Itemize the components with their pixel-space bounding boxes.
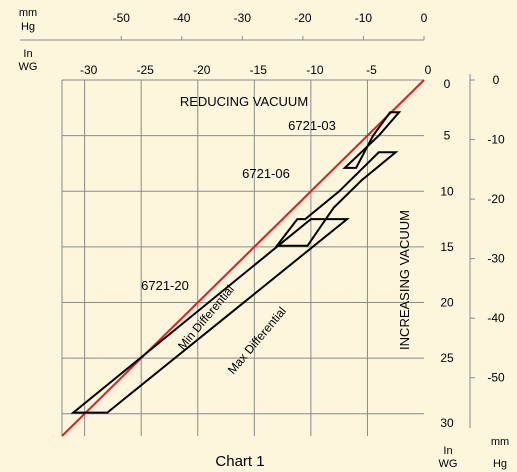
top-mmhg-tick-label: -10 <box>355 11 373 25</box>
series-label-6721-20: 6721-20 <box>141 278 189 293</box>
top-inwg-unit-line1: In <box>23 48 32 60</box>
right-mmhg-unit-line1: mm <box>491 436 509 448</box>
series-label-6721-06: 6721-06 <box>242 166 290 181</box>
right-inwg-unit-line2: WG <box>439 458 458 470</box>
top-mmhg-tick-label: -50 <box>113 11 131 25</box>
series-polygon-6721-20 <box>70 218 350 414</box>
series-polygon-6721-03 <box>342 111 402 169</box>
right-mmhg-tick-label: 0 <box>493 73 500 87</box>
top-inwg-tick-label: -5 <box>366 63 377 77</box>
right-mmhg-tick-label: -10 <box>487 133 505 147</box>
right-inwg-tick-label: 20 <box>440 296 454 310</box>
grid <box>61 79 424 436</box>
right-mmhg-tick-label: -30 <box>487 252 505 266</box>
right-mmhg-unit-line2: Hg <box>493 458 507 470</box>
reference-line-group <box>61 79 425 437</box>
max-differential-label: Max Differential <box>225 304 289 377</box>
reducing-vacuum-label: REDUCING VACUUM <box>180 94 308 109</box>
top-mmhg-tick-label: -30 <box>234 11 252 25</box>
series-polygon-6721-06 <box>274 151 399 247</box>
top-mmhg-tick-label: -20 <box>294 11 312 25</box>
right-inwg-tick-label: 5 <box>444 129 451 143</box>
reference-line <box>61 79 425 437</box>
right-mmhg-tick-label: -20 <box>487 192 505 206</box>
top-inwg-tick-label: 0 <box>425 63 432 77</box>
right-inwg-unit-line1: In <box>443 445 452 457</box>
increasing-vacuum-label: INCREASING VACUUM <box>397 210 412 350</box>
top-mmhg-unit-line1: mm <box>19 7 37 19</box>
top-mmhg-unit-line2: Hg <box>21 21 35 33</box>
series-group <box>70 111 402 414</box>
right-inwg-tick-label: 15 <box>440 240 454 254</box>
right-inwg-tick-label: 30 <box>440 416 454 430</box>
top-inwg-tick-label: -25 <box>137 63 155 77</box>
top-inwg-tick-label: -20 <box>193 63 211 77</box>
top-inwg-tick-label: -30 <box>80 63 98 77</box>
right-inwg-tick-label: 0 <box>444 77 451 91</box>
series-label-6721-03: 6721-03 <box>288 118 336 133</box>
chart-title: Chart 1 <box>215 453 264 470</box>
right-mmhg-tick-label: -50 <box>487 371 505 385</box>
right-inwg-tick-label: 25 <box>440 351 454 365</box>
top-inwg-tick-label: -10 <box>306 63 324 77</box>
right-mmhg-tick-label: -40 <box>487 311 505 325</box>
right-inwg-tick-label: 10 <box>440 184 454 198</box>
top-inwg-tick-label: -15 <box>250 63 268 77</box>
top-inwg-unit-line2: WG <box>19 61 38 73</box>
top-mmhg-tick-label: -40 <box>173 11 191 25</box>
top-mmhg-tick-label: 0 <box>421 11 428 25</box>
